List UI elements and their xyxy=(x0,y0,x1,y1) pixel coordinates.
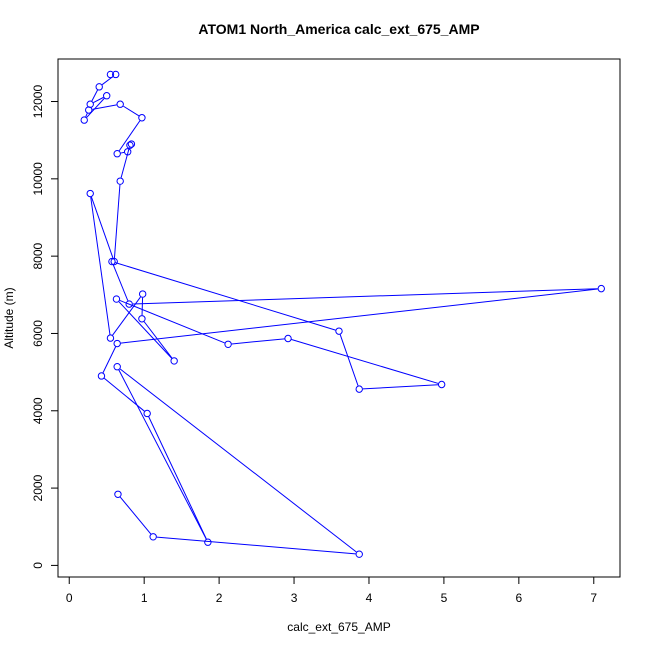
x-tick-label: 7 xyxy=(590,591,597,605)
y-tick-label: 0 xyxy=(31,562,45,569)
y-tick-label: 6000 xyxy=(31,320,45,347)
data-point xyxy=(138,315,146,323)
series-segment xyxy=(113,184,121,259)
y-tick-label: 10000 xyxy=(31,162,45,196)
data-point xyxy=(116,100,124,108)
x-tick-label: 1 xyxy=(141,591,148,605)
data-point xyxy=(224,340,232,348)
data-point xyxy=(138,290,147,298)
data-point xyxy=(597,284,605,293)
x-tick-label: 5 xyxy=(441,591,448,605)
series-segment xyxy=(118,301,173,359)
series-segment xyxy=(85,113,88,117)
series-segment xyxy=(122,105,140,117)
data-point xyxy=(138,114,146,122)
data-point xyxy=(111,70,120,79)
series-segment xyxy=(90,196,114,259)
data-point xyxy=(355,550,363,558)
x-tick-label: 2 xyxy=(216,591,223,605)
series-segment xyxy=(141,297,144,316)
series-segment xyxy=(92,104,117,110)
series-segment xyxy=(119,299,225,344)
y-tick-label: 2000 xyxy=(31,474,45,501)
series-segment xyxy=(148,416,207,540)
data-point xyxy=(204,538,212,546)
data-point xyxy=(108,257,116,266)
series-segment xyxy=(90,197,111,335)
y-tick-label: 12000 xyxy=(31,85,45,119)
series-segment xyxy=(118,369,207,540)
data-point xyxy=(97,372,106,380)
series-segment xyxy=(112,296,141,336)
data-point xyxy=(106,70,115,79)
data-point xyxy=(355,385,363,393)
x-axis: 0 1 2 3 4 5 6 7 xyxy=(66,576,597,605)
series-segment xyxy=(291,339,439,384)
data-point xyxy=(284,334,292,343)
x-tick-label: 3 xyxy=(291,591,298,605)
series-points xyxy=(80,70,605,558)
x-tick-label: 6 xyxy=(515,591,522,605)
data-point xyxy=(123,148,132,156)
series-segment xyxy=(102,346,117,373)
series-segment xyxy=(231,338,285,345)
series-segment xyxy=(132,288,598,305)
data-point xyxy=(125,300,133,308)
series-segment xyxy=(112,264,129,301)
data-point xyxy=(116,177,124,185)
series-segment xyxy=(120,148,130,178)
data-point xyxy=(114,490,122,498)
chart-title: ATOM1 North_America calc_ext_675_AMP xyxy=(198,21,479,37)
series-segment xyxy=(120,151,125,154)
y-tick-label: 4000 xyxy=(31,397,45,424)
data-point xyxy=(126,141,134,149)
data-point xyxy=(113,150,121,158)
series-segment xyxy=(362,384,439,390)
series-segment xyxy=(339,334,359,386)
data-point xyxy=(149,533,157,541)
data-point xyxy=(106,334,115,342)
series-segment xyxy=(119,496,152,535)
series-segment xyxy=(143,321,173,359)
data-point xyxy=(437,380,446,389)
data-point xyxy=(95,83,103,91)
data-point xyxy=(103,92,111,100)
data-point xyxy=(85,106,93,114)
series-segment xyxy=(115,262,336,331)
data-point xyxy=(170,357,178,365)
series-segment xyxy=(86,98,105,118)
data-point xyxy=(80,116,88,124)
data-point xyxy=(143,409,151,418)
x-tick-label: 0 xyxy=(66,591,73,605)
y-axis-label: Altitude (m) xyxy=(2,287,16,348)
y-axis: 0 2000 4000 6000 8000 10000 12000 xyxy=(31,85,59,569)
data-point xyxy=(112,295,121,303)
series-lines xyxy=(85,76,598,555)
x-axis-label: calc_ext_675_AMP xyxy=(287,620,390,634)
data-point xyxy=(335,327,343,335)
series-segment xyxy=(93,96,104,104)
series-segment xyxy=(156,536,356,555)
series-segment xyxy=(118,120,141,152)
data-point xyxy=(113,339,121,348)
data-point xyxy=(110,257,118,266)
x-tick-label: 4 xyxy=(366,591,373,605)
series-segment xyxy=(91,89,99,102)
series-segment xyxy=(120,288,598,344)
series-segment xyxy=(119,368,357,553)
y-tick-label: 8000 xyxy=(31,242,45,269)
data-point xyxy=(113,363,121,371)
data-point xyxy=(86,189,94,198)
data-point xyxy=(127,140,136,148)
